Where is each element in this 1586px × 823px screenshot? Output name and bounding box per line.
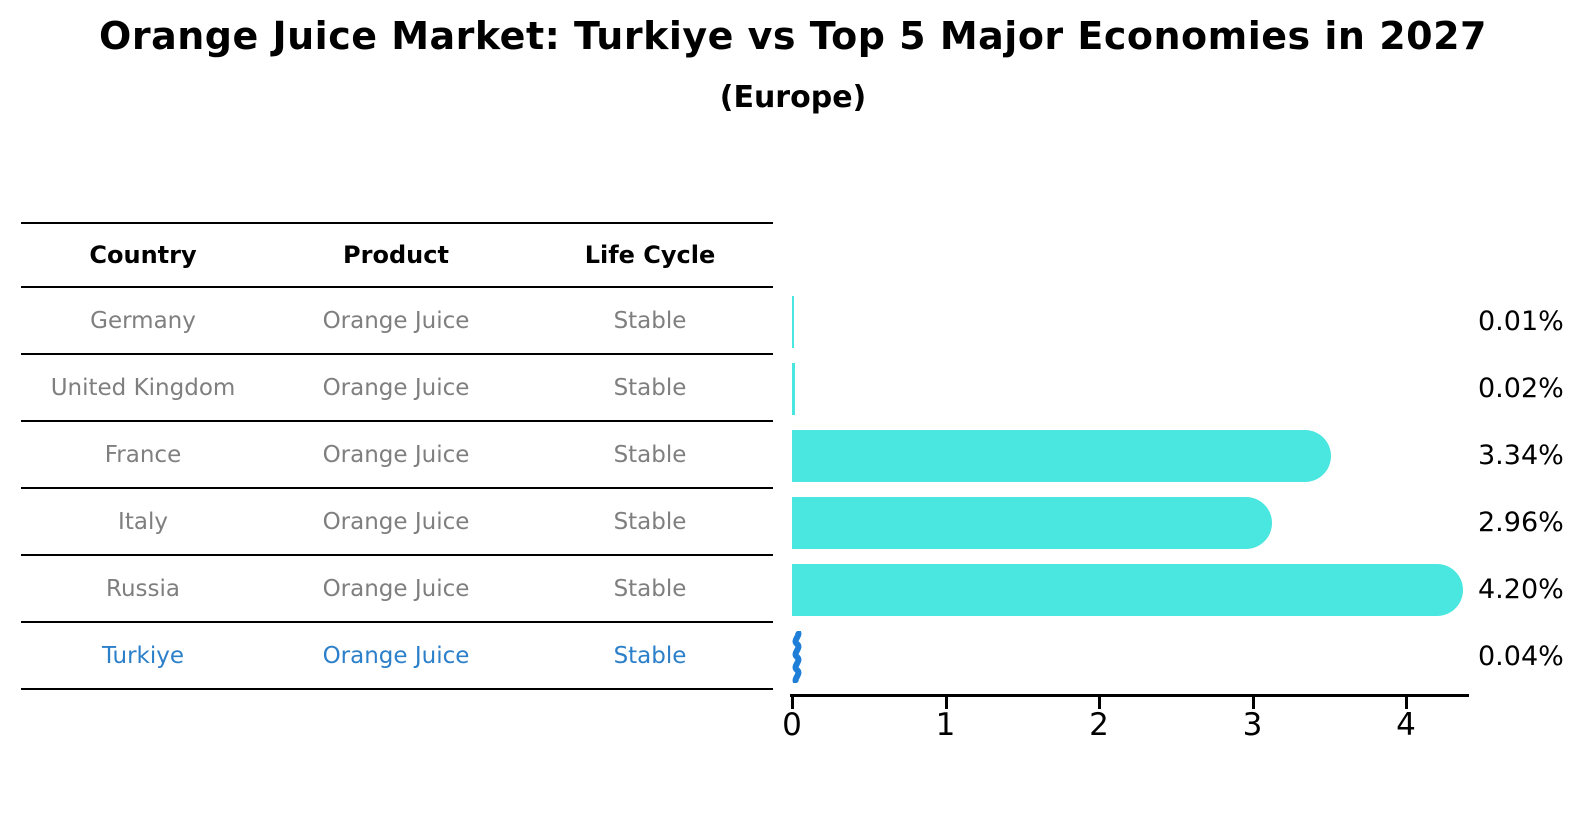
country-cell: Turkiye — [101, 642, 185, 669]
table-header-row: Country Product Life Cycle — [21, 222, 773, 288]
product-cell: Orange Juice — [322, 441, 470, 468]
x-axis-tick-2 — [1098, 697, 1101, 709]
life-cycle-cell: Stable — [613, 508, 687, 535]
chart-title: Orange Juice Market: Turkiye vs Top 5 Ma… — [99, 14, 1487, 58]
value-label-italy: 2.96% — [1478, 506, 1564, 538]
table-row-united-kingdom: United Kingdom Orange Juice Stable — [21, 355, 773, 422]
life-cycle-cell: Stable — [613, 374, 687, 401]
value-label-turkiye: 0.04% — [1478, 640, 1564, 672]
country-cell: Germany — [90, 307, 196, 334]
value-label-germany: 0.01% — [1478, 305, 1564, 337]
life-cycle-cell: Stable — [613, 441, 687, 468]
value-label-united-kingdom: 0.02% — [1478, 372, 1564, 404]
x-axis-tick-3 — [1251, 697, 1255, 709]
bar-russia — [792, 563, 1463, 616]
x-axis-tick-1 — [944, 697, 948, 709]
product-cell: Orange Juice — [322, 575, 470, 602]
x-axis-line — [790, 694, 1470, 697]
life-cycle-cell: Stable — [613, 642, 687, 669]
table-row-russia: Russia Orange Juice Stable — [21, 556, 773, 623]
column-header-product: Product — [343, 241, 449, 269]
table-row-italy: Italy Orange Juice Stable — [21, 489, 773, 556]
life-cycle-cell: Stable — [613, 307, 687, 334]
country-cell: Russia — [106, 575, 180, 602]
product-cell: Orange Juice — [322, 374, 470, 401]
product-cell: Orange Juice — [322, 642, 470, 669]
value-label-france: 3.34% — [1478, 439, 1564, 471]
table-row-germany: Germany Orange Juice Stable — [21, 288, 773, 355]
life-cycle-cell: Stable — [613, 575, 687, 602]
bar-germany — [792, 295, 794, 348]
chart-subtitle: (Europe) — [719, 80, 867, 115]
country-cell: United Kingdom — [50, 374, 236, 401]
bar-italy — [792, 496, 1273, 549]
country-cell: France — [104, 441, 182, 468]
summary-table: Country Product Life Cycle Germany Orang… — [21, 222, 773, 690]
x-axis-tick-label-2: 2 — [1089, 707, 1109, 743]
bar-united-kingdom — [792, 362, 796, 415]
table-row-turkiye: Turkiye Orange Juice Stable — [21, 623, 773, 690]
x-axis-tick-label-0: 0 — [782, 707, 802, 743]
x-axis-tick-label-1: 1 — [935, 707, 956, 743]
product-cell: Orange Juice — [322, 508, 470, 535]
x-axis-tick-label-3: 3 — [1242, 707, 1263, 743]
x-axis-tick-4 — [1405, 697, 1408, 709]
column-header-life-cycle: Life Cycle — [584, 241, 716, 269]
wave-stroke — [792, 630, 802, 683]
bar-turkiye-wave — [792, 630, 802, 683]
bar-france — [792, 429, 1331, 482]
value-label-russia: 4.20% — [1478, 573, 1564, 605]
x-axis-tick-label-4: 4 — [1396, 707, 1416, 743]
column-header-country: Country — [89, 241, 197, 269]
country-cell: Italy — [118, 508, 168, 535]
product-cell: Orange Juice — [322, 307, 470, 334]
x-axis-tick-0 — [791, 697, 794, 709]
table-row-france: France Orange Juice Stable — [21, 422, 773, 489]
